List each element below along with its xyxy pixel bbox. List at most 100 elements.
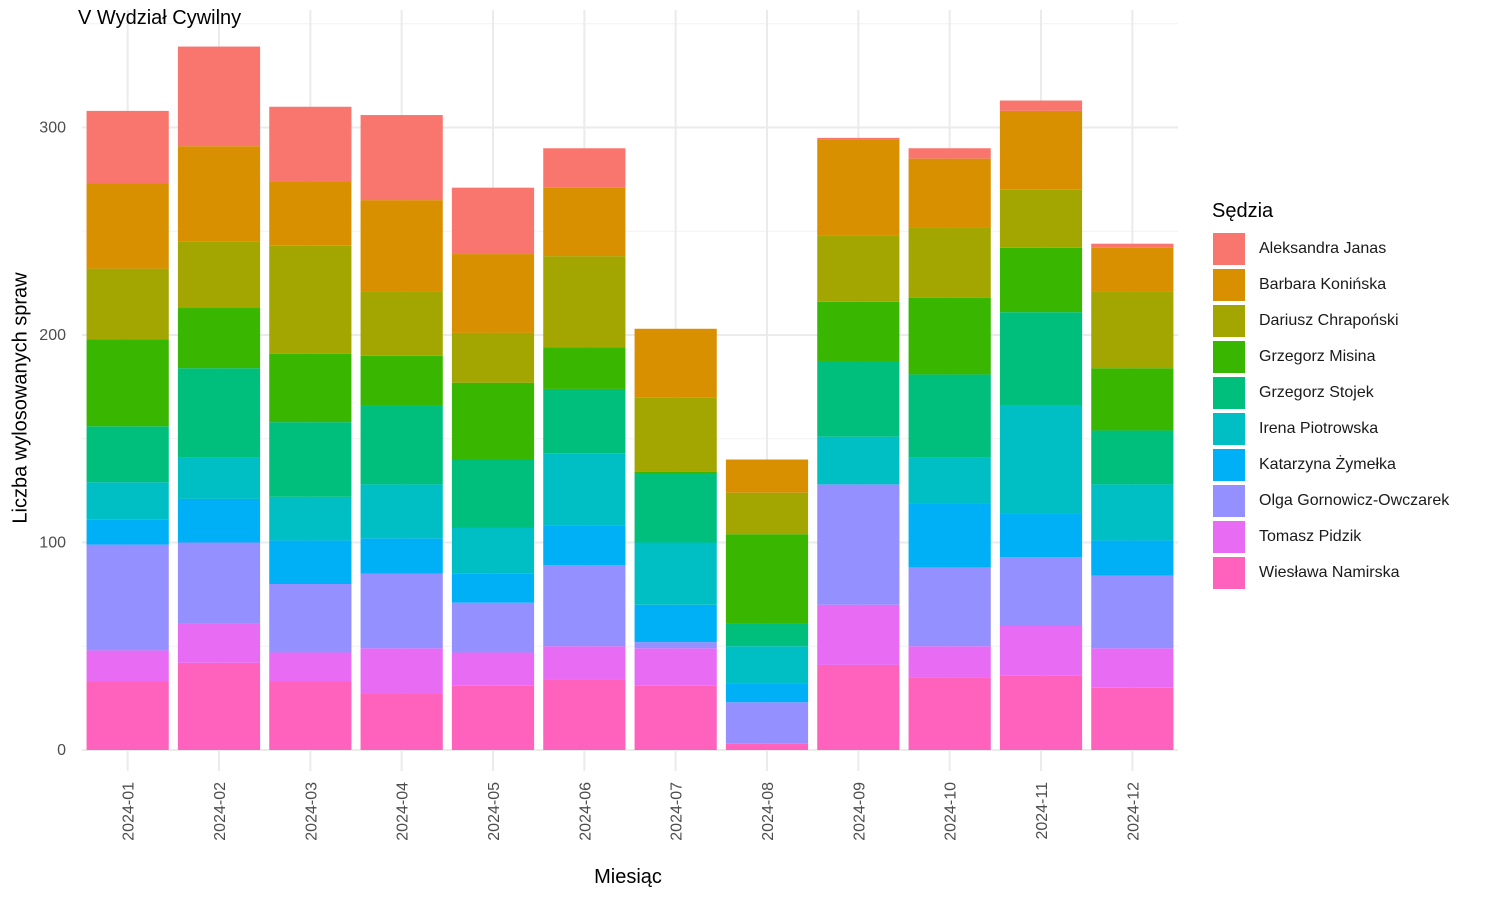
bar-segment [86,650,169,682]
bar-segment [360,484,443,539]
legend-title: Sędzia [1212,200,1274,222]
bar-segment [360,573,443,649]
bar-segment [451,685,535,750]
bar-segment [999,312,1083,406]
bar-segment [634,642,717,649]
legend-item: Olga Gornowicz-Owczarek [1212,483,1449,519]
bar-segment [543,148,626,188]
bar-segment [725,492,809,535]
bar-segment [1091,575,1174,649]
legend-item: Irena Piotrowska [1212,411,1449,447]
bar-segment [634,397,717,472]
bar-segment [817,137,900,140]
legend-label: Barbara Konińska [1259,276,1387,293]
bar-segment [999,189,1083,248]
y-tick-label: 100 [39,535,66,552]
bar-segment [86,110,169,184]
legend-label: Grzegorz Misina [1259,348,1376,365]
bar-segment [451,254,535,333]
legend-swatch [1212,556,1246,590]
legend-item: Dariusz Chrapoński [1212,303,1449,339]
legend-item: Grzegorz Stojek [1212,375,1449,411]
bar-segment [177,498,261,543]
bar-segment [999,110,1083,190]
bar-segment [1091,291,1174,369]
bar-segment [360,538,443,574]
bar-segment [177,368,261,458]
bar-segment [269,181,352,246]
x-tick-label: 2024-05 [486,782,503,841]
bar-segment [269,106,352,182]
bar-segment [725,459,809,493]
bar-segment [908,677,991,750]
bar-segment [1091,687,1174,750]
bar-segment [908,567,991,647]
bar-segment [999,247,1083,313]
bar-segment [177,662,261,750]
bar-segment [1091,540,1174,576]
bar-segment [908,646,991,678]
x-tick-label: 2024-04 [395,782,412,841]
legend-item: Barbara Konińska [1212,267,1449,303]
bar-segment [634,648,717,686]
bar-segment [725,646,809,684]
legend-label: Aleksandra Janas [1259,240,1387,257]
legend-swatch [1212,232,1246,266]
y-axis-ticks: 0 100 200 300 [39,120,66,760]
bar-segment [543,565,626,647]
bar-segment [908,158,991,228]
bar-segment [269,681,352,750]
y-tick-label: 200 [39,327,66,344]
legend-label: Katarzyna Żymełka [1259,456,1396,473]
bar-segment [177,457,261,499]
bar-segment [360,291,443,356]
bar-segment [360,693,443,750]
bar-segment [725,743,809,750]
bar-segment [1091,247,1174,292]
bar-segment [634,328,717,398]
bar-segment [451,573,535,603]
bar-segment [360,115,443,201]
bar-stacks [86,46,1174,750]
bar-segment [1091,243,1174,248]
bar-segment [999,625,1083,676]
bar-segment [1091,430,1174,485]
bar-segment [999,675,1083,750]
legend-swatch [1212,268,1246,302]
x-tick-label: 2024-02 [212,782,229,841]
bar-segment [908,374,991,458]
bar-segment [177,308,261,369]
bar-segment [543,187,626,257]
legend-label: Olga Gornowicz-Owczarek [1259,492,1450,509]
x-tick-label: 2024-12 [1125,782,1142,841]
legend-label: Wiesława Namirska [1259,564,1400,581]
bar-segment [86,183,169,269]
bar-segment [543,646,626,680]
bar-segment [817,361,900,437]
x-axis-label: Miesiąc [594,866,662,888]
bar-segment [817,436,900,485]
bar-segment [360,405,443,485]
bar-segment [908,227,991,298]
x-axis-ticks: 2024-01 2024-02 2024-03 2024-04 2024-05 2024-… [121,782,1143,841]
bar-segment [634,604,717,643]
y-tick-label: 0 [57,742,66,759]
bar-segment [817,604,900,665]
x-tick-label: 2024-03 [303,782,320,841]
bar-segment [451,459,535,528]
bar-segment [725,683,809,703]
bar-segment [360,200,443,292]
legend-swatch [1212,484,1246,518]
legend-swatch [1212,520,1246,554]
x-tick-label: 2024-10 [943,782,960,841]
x-tick-label: 2024-06 [577,782,594,841]
bar-segment [1091,648,1174,688]
legend-swatch [1212,340,1246,374]
bar-segment [451,187,535,255]
bar-segment [543,525,626,566]
y-axis-label: Liczba wylosowanych spraw [9,272,32,524]
bar-segment [451,652,535,686]
minor-gridlines [82,23,1178,647]
legend-item: Wiesława Namirska [1212,555,1449,591]
